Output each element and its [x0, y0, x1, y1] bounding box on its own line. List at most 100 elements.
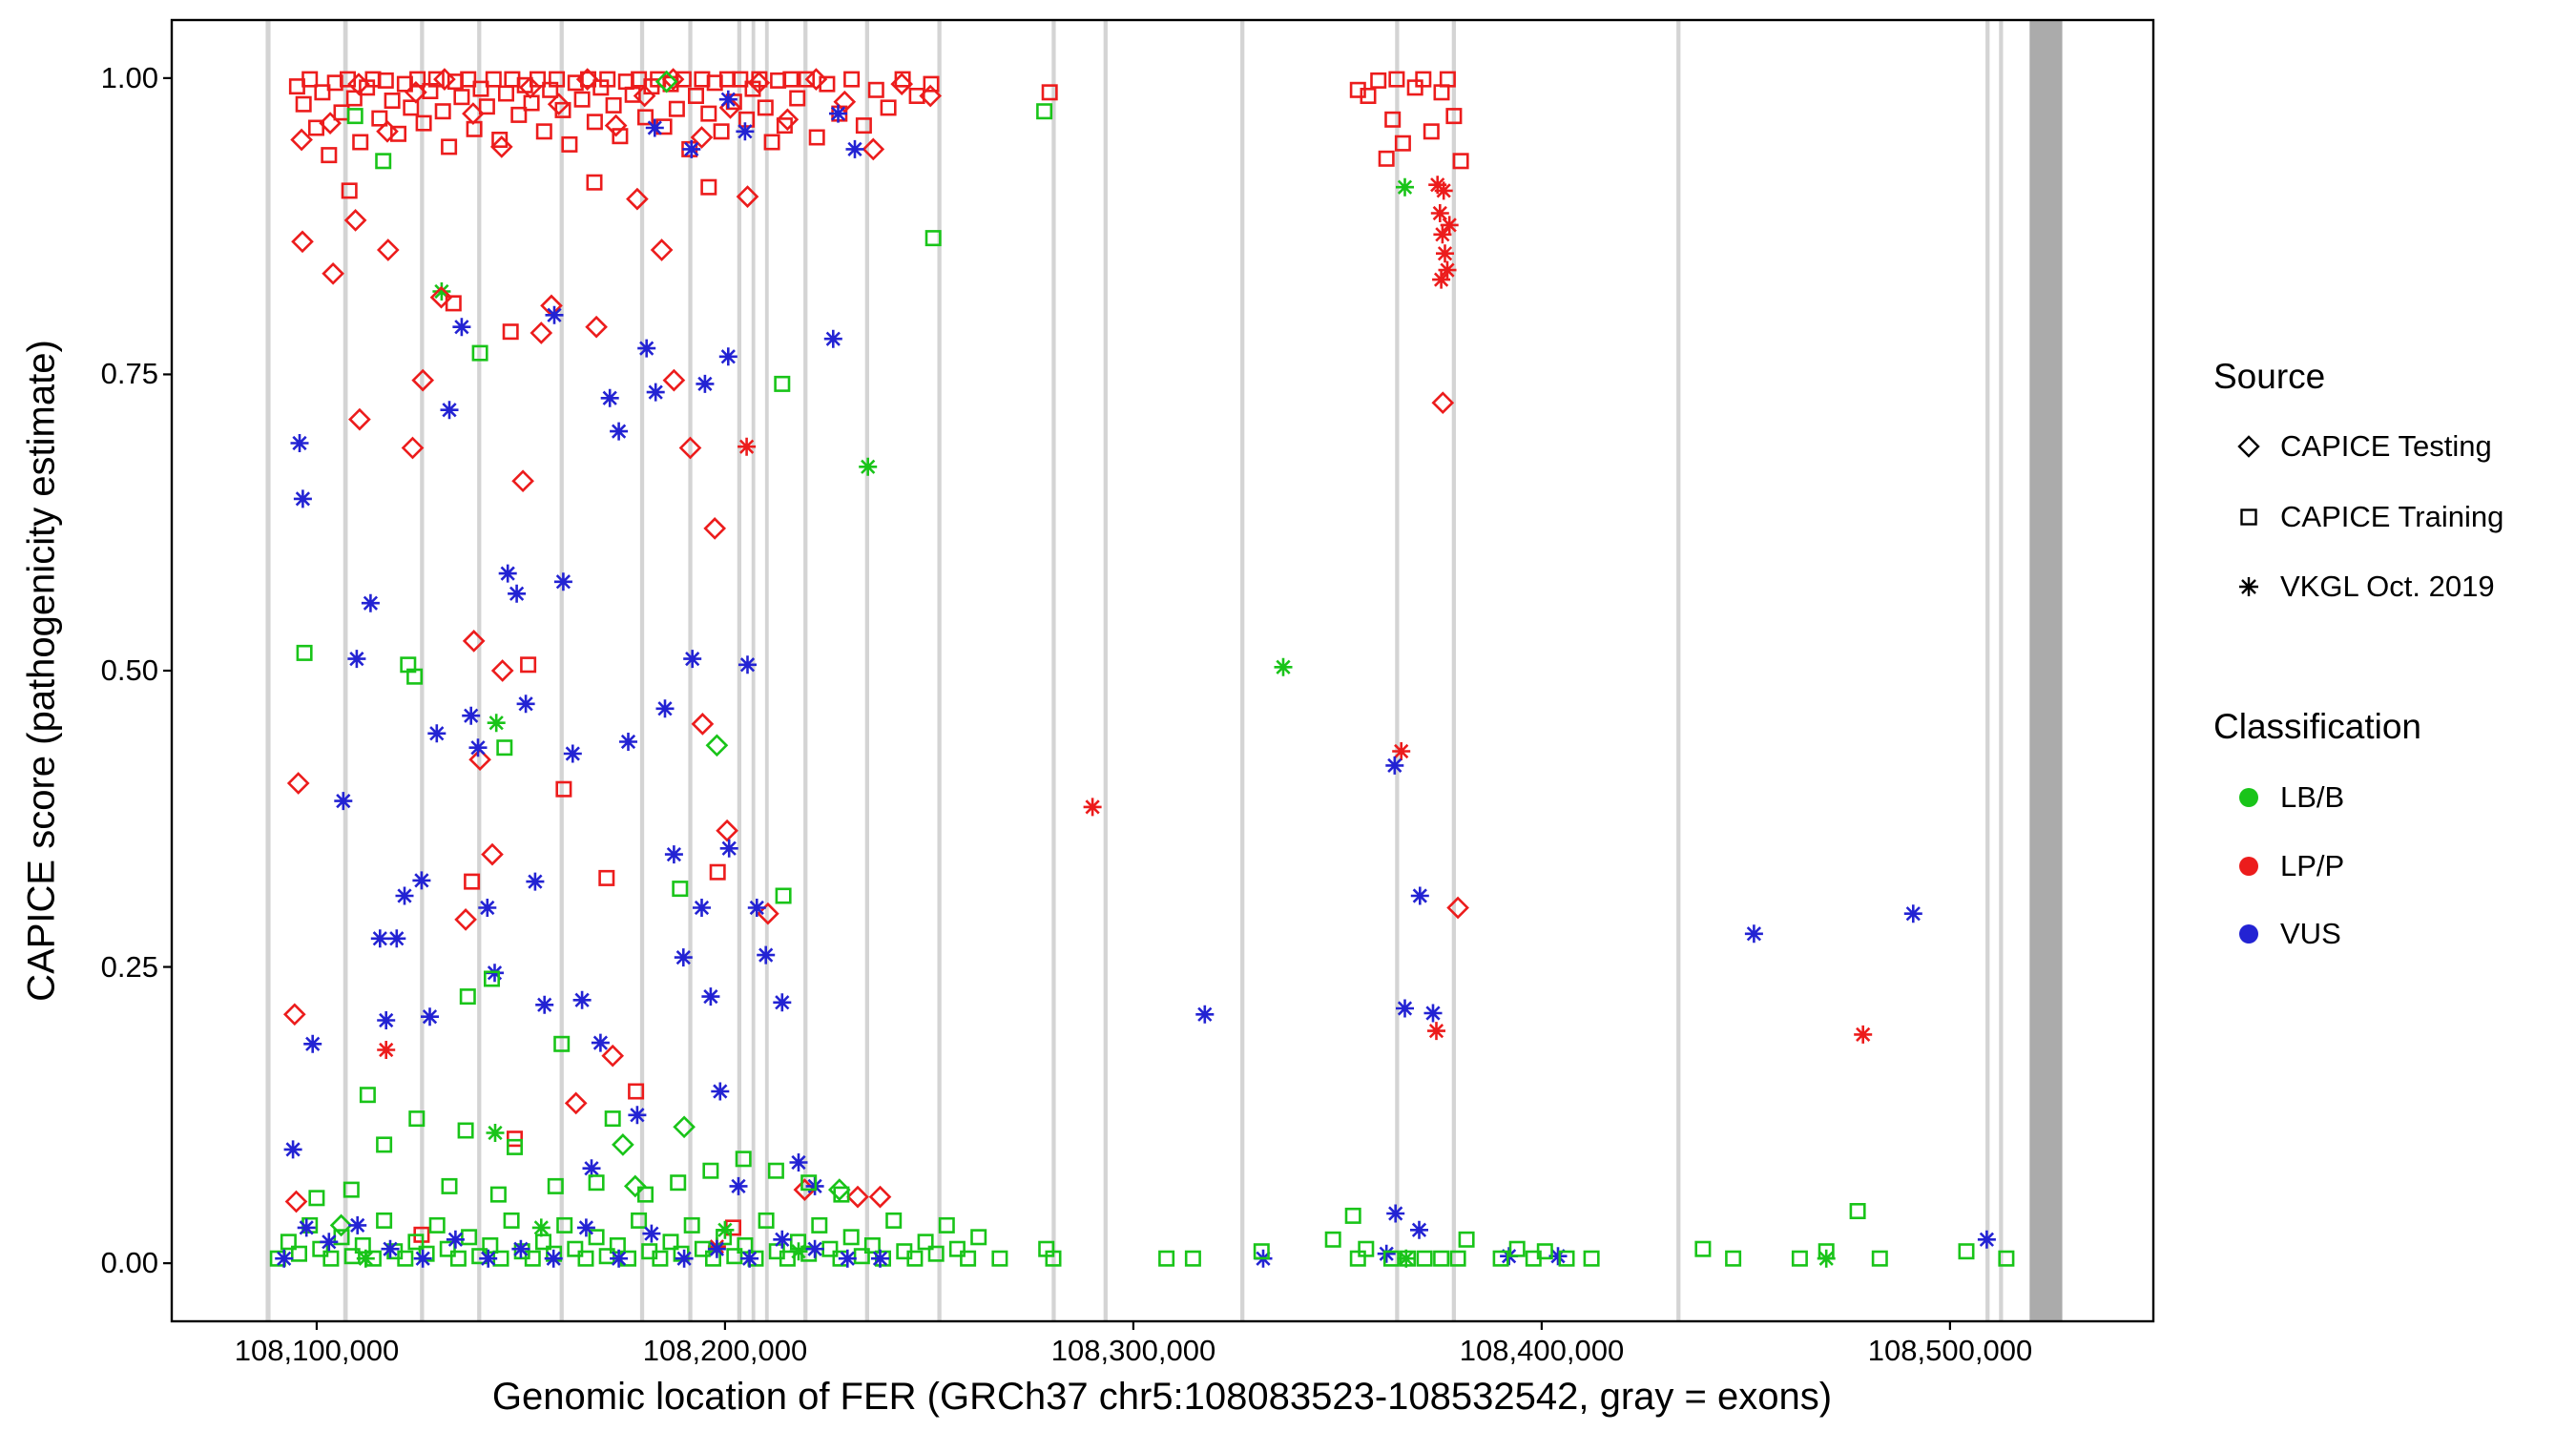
- data-point: [1036, 103, 1053, 120]
- data-point: [322, 1250, 340, 1267]
- data-point: [696, 374, 715, 393]
- data-point: [1416, 1250, 1433, 1267]
- data-point: [341, 182, 358, 199]
- data-point: [429, 285, 453, 309]
- exon-region: [1676, 20, 1681, 1321]
- data-point: [1854, 1025, 1873, 1044]
- data-point: [726, 1248, 743, 1265]
- data-point: [490, 659, 514, 682]
- data-point: [390, 125, 406, 142]
- legend-item-lpp: LP/P: [2233, 849, 2344, 883]
- data-point: [561, 135, 578, 153]
- data-point: [462, 706, 481, 725]
- data-point: [823, 329, 842, 348]
- data-point: [319, 112, 342, 135]
- legend-item-vus: VUS: [2233, 917, 2341, 951]
- data-point: [415, 114, 432, 132]
- exon-region: [1395, 20, 1400, 1321]
- data-point: [789, 1242, 808, 1261]
- data-point: [1195, 1005, 1215, 1024]
- data-point: [1458, 1231, 1475, 1248]
- data-point: [1396, 999, 1414, 1018]
- data-point: [531, 1218, 551, 1237]
- data-point: [449, 1250, 467, 1267]
- data-point: [652, 1250, 669, 1267]
- data-point: [598, 869, 615, 886]
- data-point: [758, 1212, 775, 1229]
- data-point: [290, 128, 313, 152]
- data-point: [700, 178, 717, 196]
- exon-region: [1103, 20, 1108, 1321]
- data-point: [1400, 1250, 1416, 1267]
- data-point: [290, 434, 309, 452]
- data-point: [530, 321, 553, 344]
- data-point: [411, 368, 435, 392]
- data-point: [535, 1234, 551, 1251]
- data-point: [545, 305, 564, 324]
- data-point: [1440, 216, 1459, 235]
- data-point: [668, 100, 685, 117]
- data-point: [406, 668, 424, 685]
- data-point: [286, 772, 310, 795]
- data-point: [1433, 225, 1452, 244]
- data-point: [719, 839, 738, 858]
- data-point: [461, 1229, 478, 1246]
- data-point: [1388, 71, 1405, 88]
- data-point: [859, 457, 878, 476]
- data-point: [329, 1213, 353, 1237]
- data-point: [503, 1212, 520, 1229]
- data-point: [775, 887, 792, 904]
- data-point: [1958, 1243, 1975, 1260]
- data-point: [610, 422, 629, 441]
- data-point: [582, 1159, 601, 1178]
- data-point: [293, 489, 312, 508]
- data-point: [428, 1216, 446, 1234]
- data-point: [508, 584, 527, 603]
- data-point: [575, 68, 599, 91]
- data-point: [555, 780, 572, 798]
- data-point: [757, 902, 779, 925]
- data-point: [445, 295, 462, 312]
- data-point: [633, 84, 656, 108]
- data-point: [601, 1044, 625, 1068]
- data-point: [709, 863, 726, 881]
- data-point: [871, 1249, 889, 1268]
- data-point: [1410, 1220, 1428, 1239]
- data-point: [1406, 79, 1423, 96]
- data-point: [526, 872, 545, 891]
- data-point: [544, 1249, 563, 1268]
- data-point: [496, 739, 513, 757]
- data-point: [612, 1133, 634, 1156]
- data-point: [485, 71, 502, 88]
- data-point: [833, 90, 857, 114]
- lbb-color-dot: [2239, 788, 2258, 807]
- asterisk-icon: [2239, 577, 2258, 596]
- data-point: [457, 1122, 474, 1139]
- data-point: [804, 68, 828, 91]
- data-point: [343, 209, 367, 232]
- data-point: [678, 436, 702, 460]
- data-point: [948, 1240, 966, 1257]
- data-point: [573, 91, 591, 108]
- data-point: [885, 1212, 903, 1229]
- data-point: [472, 80, 489, 97]
- data-point: [637, 109, 654, 126]
- legend-item-label: LB/B: [2280, 780, 2345, 814]
- exon-region: [1240, 20, 1245, 1321]
- data-point: [320, 1233, 339, 1252]
- data-point: [375, 153, 392, 170]
- data-point: [598, 1248, 615, 1265]
- data-point: [767, 1162, 784, 1179]
- data-point: [345, 90, 363, 107]
- data-point: [347, 650, 366, 669]
- data-point: [738, 655, 757, 674]
- data-point: [484, 970, 500, 987]
- legend-item-label: VUS: [2280, 917, 2341, 950]
- data-point: [439, 1240, 456, 1257]
- x-tick-label: 108,300,000: [1050, 1334, 1216, 1367]
- data-point: [604, 1110, 621, 1128]
- exon-region: [937, 20, 942, 1321]
- data-point: [291, 1245, 307, 1262]
- data-point: [773, 1230, 792, 1249]
